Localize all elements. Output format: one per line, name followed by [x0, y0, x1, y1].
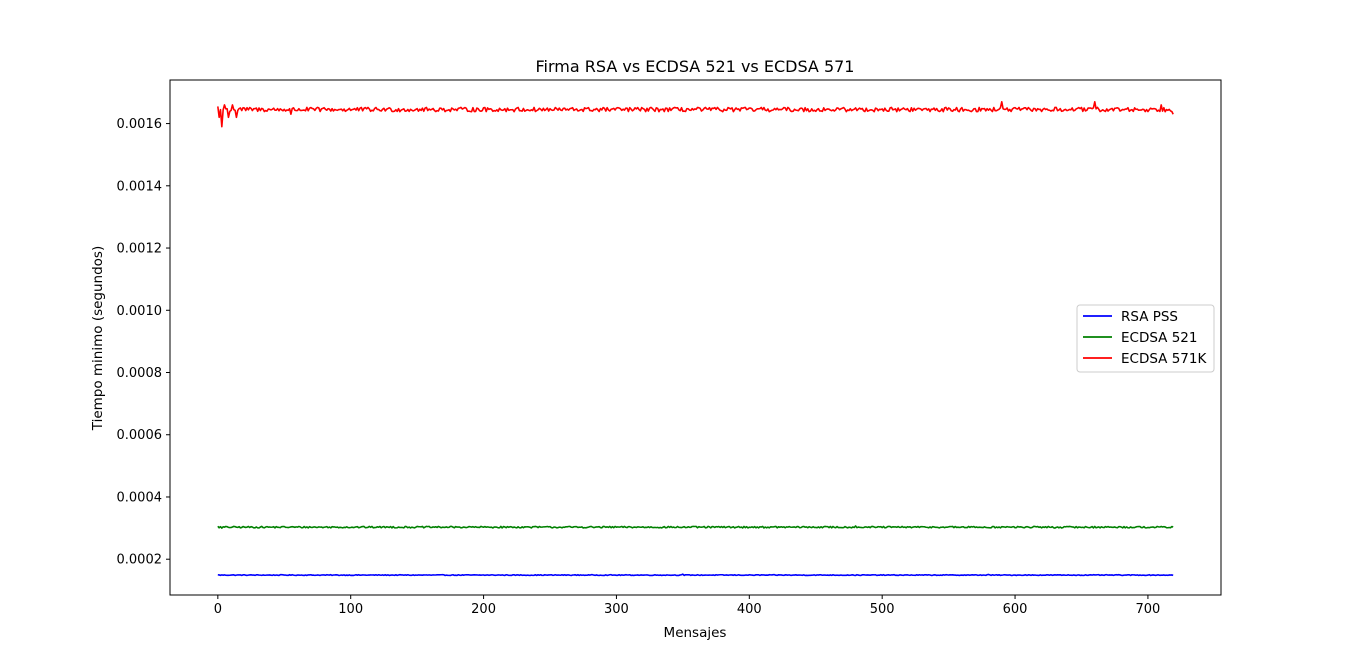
y-tick-label: 0.0010 [117, 304, 163, 319]
x-tick-label: 400 [737, 602, 762, 617]
y-tick-label: 0.0008 [117, 366, 163, 381]
x-tick-label: 0 [214, 602, 222, 617]
x-axis: 0 100 200 300 400 500 600 700 [214, 595, 1161, 617]
series-line-1 [217, 525, 1174, 529]
chart-title: Firma RSA vs ECDSA 521 vs ECDSA 571 [536, 57, 855, 76]
series-line-0 [217, 573, 1174, 577]
x-axis-label: Mensajes [664, 625, 727, 641]
x-tick-label: 200 [471, 602, 496, 617]
x-tick-label: 300 [604, 602, 629, 617]
y-tick-label: 0.0006 [117, 428, 163, 443]
y-tick-label: 0.0004 [117, 490, 163, 505]
y-tick-label: 0.0016 [117, 117, 163, 132]
plot-frame [169, 79, 1222, 596]
x-tick-label: 600 [1003, 602, 1028, 617]
y-tick-label: 0.0014 [117, 179, 163, 194]
legend-label: ECDSA 571K [1121, 351, 1207, 367]
x-tick-label: 500 [870, 602, 895, 617]
legend-box [1076, 304, 1215, 373]
y-tick-label: 0.0012 [117, 242, 163, 257]
series-layer [217, 100, 1174, 577]
y-tick-label: 0.0002 [117, 553, 163, 568]
legend: RSA PSS ECDSA 521 ECDSA 571K [1076, 304, 1215, 373]
y-axis: 0.0002 0.0004 0.0006 0.0008 0.0010 0.0012 0.00… [117, 117, 170, 568]
x-tick-label: 100 [338, 602, 363, 617]
legend-label: RSA PSS [1121, 309, 1178, 325]
series-line-2 [217, 100, 1174, 128]
legend-label: ECDSA 521 [1121, 330, 1197, 346]
y-axis-label: Tiempo minimo (segundos) [90, 246, 106, 432]
x-tick-label: 700 [1136, 602, 1161, 617]
